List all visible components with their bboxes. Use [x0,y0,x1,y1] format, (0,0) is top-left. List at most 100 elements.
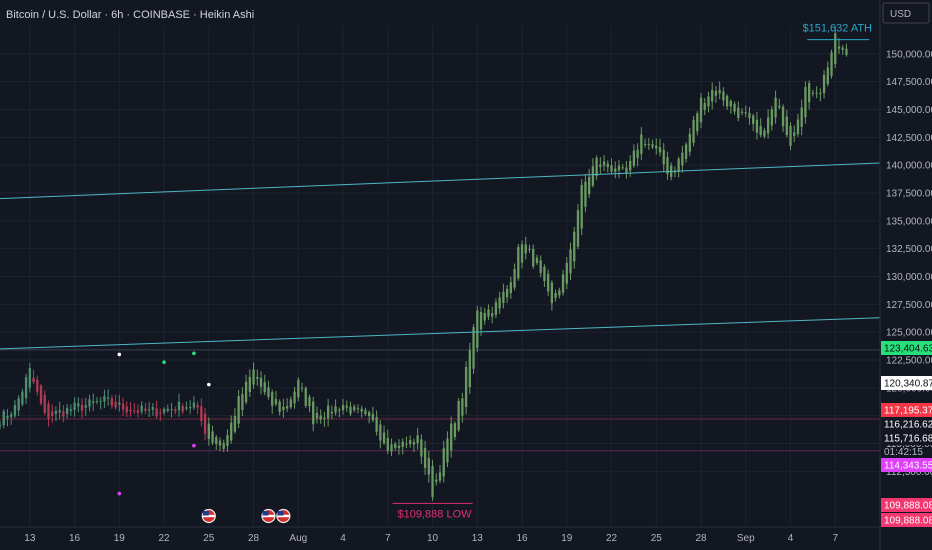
candle-body [543,266,546,282]
time-tick-label: Aug [289,533,307,544]
us-flag-event-icon[interactable] [276,508,291,524]
currency-button-frame[interactable] [882,2,930,24]
price-level-tag [881,513,932,527]
currency-button[interactable]: USD [882,2,930,24]
candle-body [77,403,80,407]
chart-title: Bitcoin / U.S. Dollar · 6h · COINBASE · … [6,9,254,21]
candle-body [10,414,13,418]
candle-body [841,47,844,50]
currency-button-label[interactable]: USD [890,9,911,20]
signal-markers [117,351,211,496]
candle-body [106,397,110,399]
candle-body [88,399,91,407]
economic-events [201,508,291,524]
candle-body [602,161,606,166]
price-tick-label: 112,500.00 [886,467,932,478]
time-tick-label: 19 [561,533,573,544]
price-level-value: 109,888.08 [884,516,932,527]
candles [0,26,848,501]
candle-body [330,411,334,414]
candle-body [92,401,95,403]
candle-body [476,310,479,348]
candle-body [129,409,132,412]
candle-body [416,435,419,444]
candle-body [274,398,278,405]
candle-body [356,408,360,410]
candle-body [629,160,632,171]
candle-body [535,257,539,263]
candle-body [58,409,61,413]
price-level-value: 123,404.63 [884,344,932,355]
candle-body [524,244,527,254]
candle-body [300,387,304,389]
candle-body [192,402,196,408]
candle-body [479,311,483,330]
time-tick-label: 25 [203,533,215,544]
price-tick-label: 137,500.00 [886,189,932,200]
candle-body [450,423,453,451]
candle-body [196,405,199,408]
candle-body [491,313,494,317]
time-tick-label: 28 [248,533,260,544]
candle-body [606,163,609,168]
candle-body [755,119,759,133]
candle-body [412,442,416,445]
candle-body [230,422,233,441]
candle-body [170,409,173,411]
candle-body [326,405,330,419]
price-tick-label: 127,500.00 [886,300,932,311]
time-tick-label: 7 [385,533,391,544]
candle-body [614,168,617,173]
candle-body [289,399,293,408]
time-axis[interactable]: 13 16 19 22 25 28 Aug 4 7 10 13 16 19 22 25 28 Sep 4 7 [24,533,838,544]
candle-body [174,409,177,412]
candle-body [457,401,460,431]
price-tick-label: 140,000.00 [886,161,932,172]
time-tick-label: 28 [695,533,707,544]
us-flag-event-icon[interactable] [201,508,216,524]
candle-body [103,396,106,402]
time-tick-label: 16 [516,533,528,544]
candle-body [244,381,248,403]
time-tick-label: 4 [340,533,346,544]
candle-body [24,377,28,398]
trendlines[interactable] [0,162,881,350]
candle-body [714,90,718,96]
signal-marker [117,352,122,357]
candle-body [513,269,516,288]
time-tick-label: 13 [472,533,484,544]
signal-marker [192,351,196,356]
candle-body [800,107,803,127]
candle-body [237,396,240,424]
candle-body [558,290,561,296]
candle-body [826,67,829,84]
event-flag-canton [277,511,284,516]
us-flag-event-icon[interactable] [261,508,276,524]
candle-body [353,406,356,411]
candle-body [13,405,17,416]
candle-body [32,377,35,383]
time-tick-label: 19 [114,533,126,544]
price-tick-label: 132,500.00 [886,244,932,255]
candle-body [446,438,449,463]
trendline[interactable] [0,317,881,350]
trendline[interactable] [0,162,881,200]
price-level-value: 117,195.37 [884,406,932,417]
candle-body [584,181,587,207]
candle-body [505,288,509,298]
candle-body [39,385,43,404]
candle-body [155,408,158,417]
candle-body [699,97,703,123]
candle-body [185,407,188,409]
candle-body [118,402,121,405]
candle-body [819,93,822,95]
candle-body [658,147,662,153]
candle-body [379,424,382,441]
candle-body [21,391,24,405]
price-level-tag [881,403,932,417]
candle-body [509,282,513,294]
candle-body [494,302,498,315]
candle-body [729,101,733,107]
signal-marker [207,382,211,387]
